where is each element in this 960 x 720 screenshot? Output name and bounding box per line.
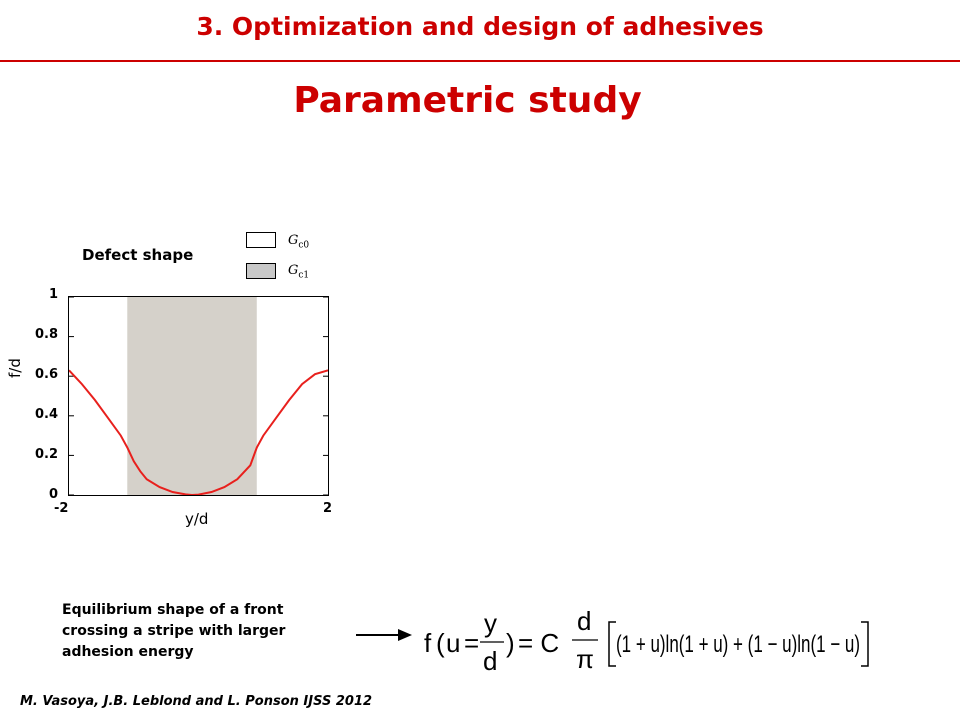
header-title: 3. Optimization and design of adhesives (196, 12, 764, 41)
legend-subscript: c1 (298, 270, 310, 281)
eq-y: y (484, 608, 497, 638)
caption: Equilibrium shape of a front crossing a … (62, 600, 352, 663)
plot-area (68, 296, 329, 496)
y-axis-label: f/d (6, 358, 24, 378)
defect-shape-line (69, 369, 328, 495)
legend-label-gc0: Gc0 (288, 233, 309, 251)
legend-symbol: G (288, 233, 299, 248)
legend-swatch-gc0 (246, 232, 276, 248)
header-divider (0, 60, 960, 62)
eq-d-numerator: d (577, 608, 591, 636)
x-axis-label: y/d (185, 510, 209, 528)
legend-label-gc1: Gc1 (288, 263, 309, 281)
caption-line: crossing a stripe with larger (62, 623, 286, 639)
eq-equals-c: = C (518, 628, 559, 658)
chart-title: Defect shape (82, 246, 194, 264)
ytick-label-0: 0 (48, 487, 58, 502)
caption-line: Equilibrium shape of a front (62, 602, 284, 618)
equation: f ( u = y d ) = C d π (1 + u)ln(1 + u) +… (424, 608, 869, 676)
arrow-icon (356, 629, 412, 641)
eq-equals-1: = (464, 628, 479, 658)
eq-bracket-right (861, 621, 869, 667)
xtick-label-min: -2 (54, 501, 69, 516)
ytick-label-5: 1 (48, 287, 58, 302)
ytick-label-3: 0.6 (34, 367, 58, 382)
ytick-label-4: 0.8 (34, 327, 58, 342)
slide-title: Parametric study (293, 80, 642, 121)
legend-subscript: c0 (298, 240, 310, 251)
eq-d-denominator: d (483, 646, 497, 676)
ytick-label-2: 0.4 (34, 407, 58, 422)
eq-paren-open: ( (436, 628, 445, 658)
caption-line: adhesion energy (62, 644, 194, 660)
shaded-stripe (127, 297, 257, 495)
xtick-label-max: 2 (323, 501, 333, 516)
ytick-label-1: 0.2 (34, 447, 58, 462)
legend-symbol: G (288, 263, 299, 278)
y-ticks (69, 297, 328, 495)
legend-swatch-gc1 (246, 263, 276, 279)
eq-pi: π (576, 644, 594, 674)
footer-citation: M. Vasoya, J.B. Leblond and L. Ponson IJ… (20, 694, 373, 709)
plot-svg (69, 297, 328, 495)
eq-bracket-body: (1 + u)ln(1 + u) + (1 − u)ln(1 − u) (616, 631, 860, 658)
eq-f: f (424, 628, 432, 658)
eq-bracket-left (608, 621, 616, 667)
eq-u: u (446, 628, 460, 658)
eq-paren-close: ) (506, 628, 515, 658)
